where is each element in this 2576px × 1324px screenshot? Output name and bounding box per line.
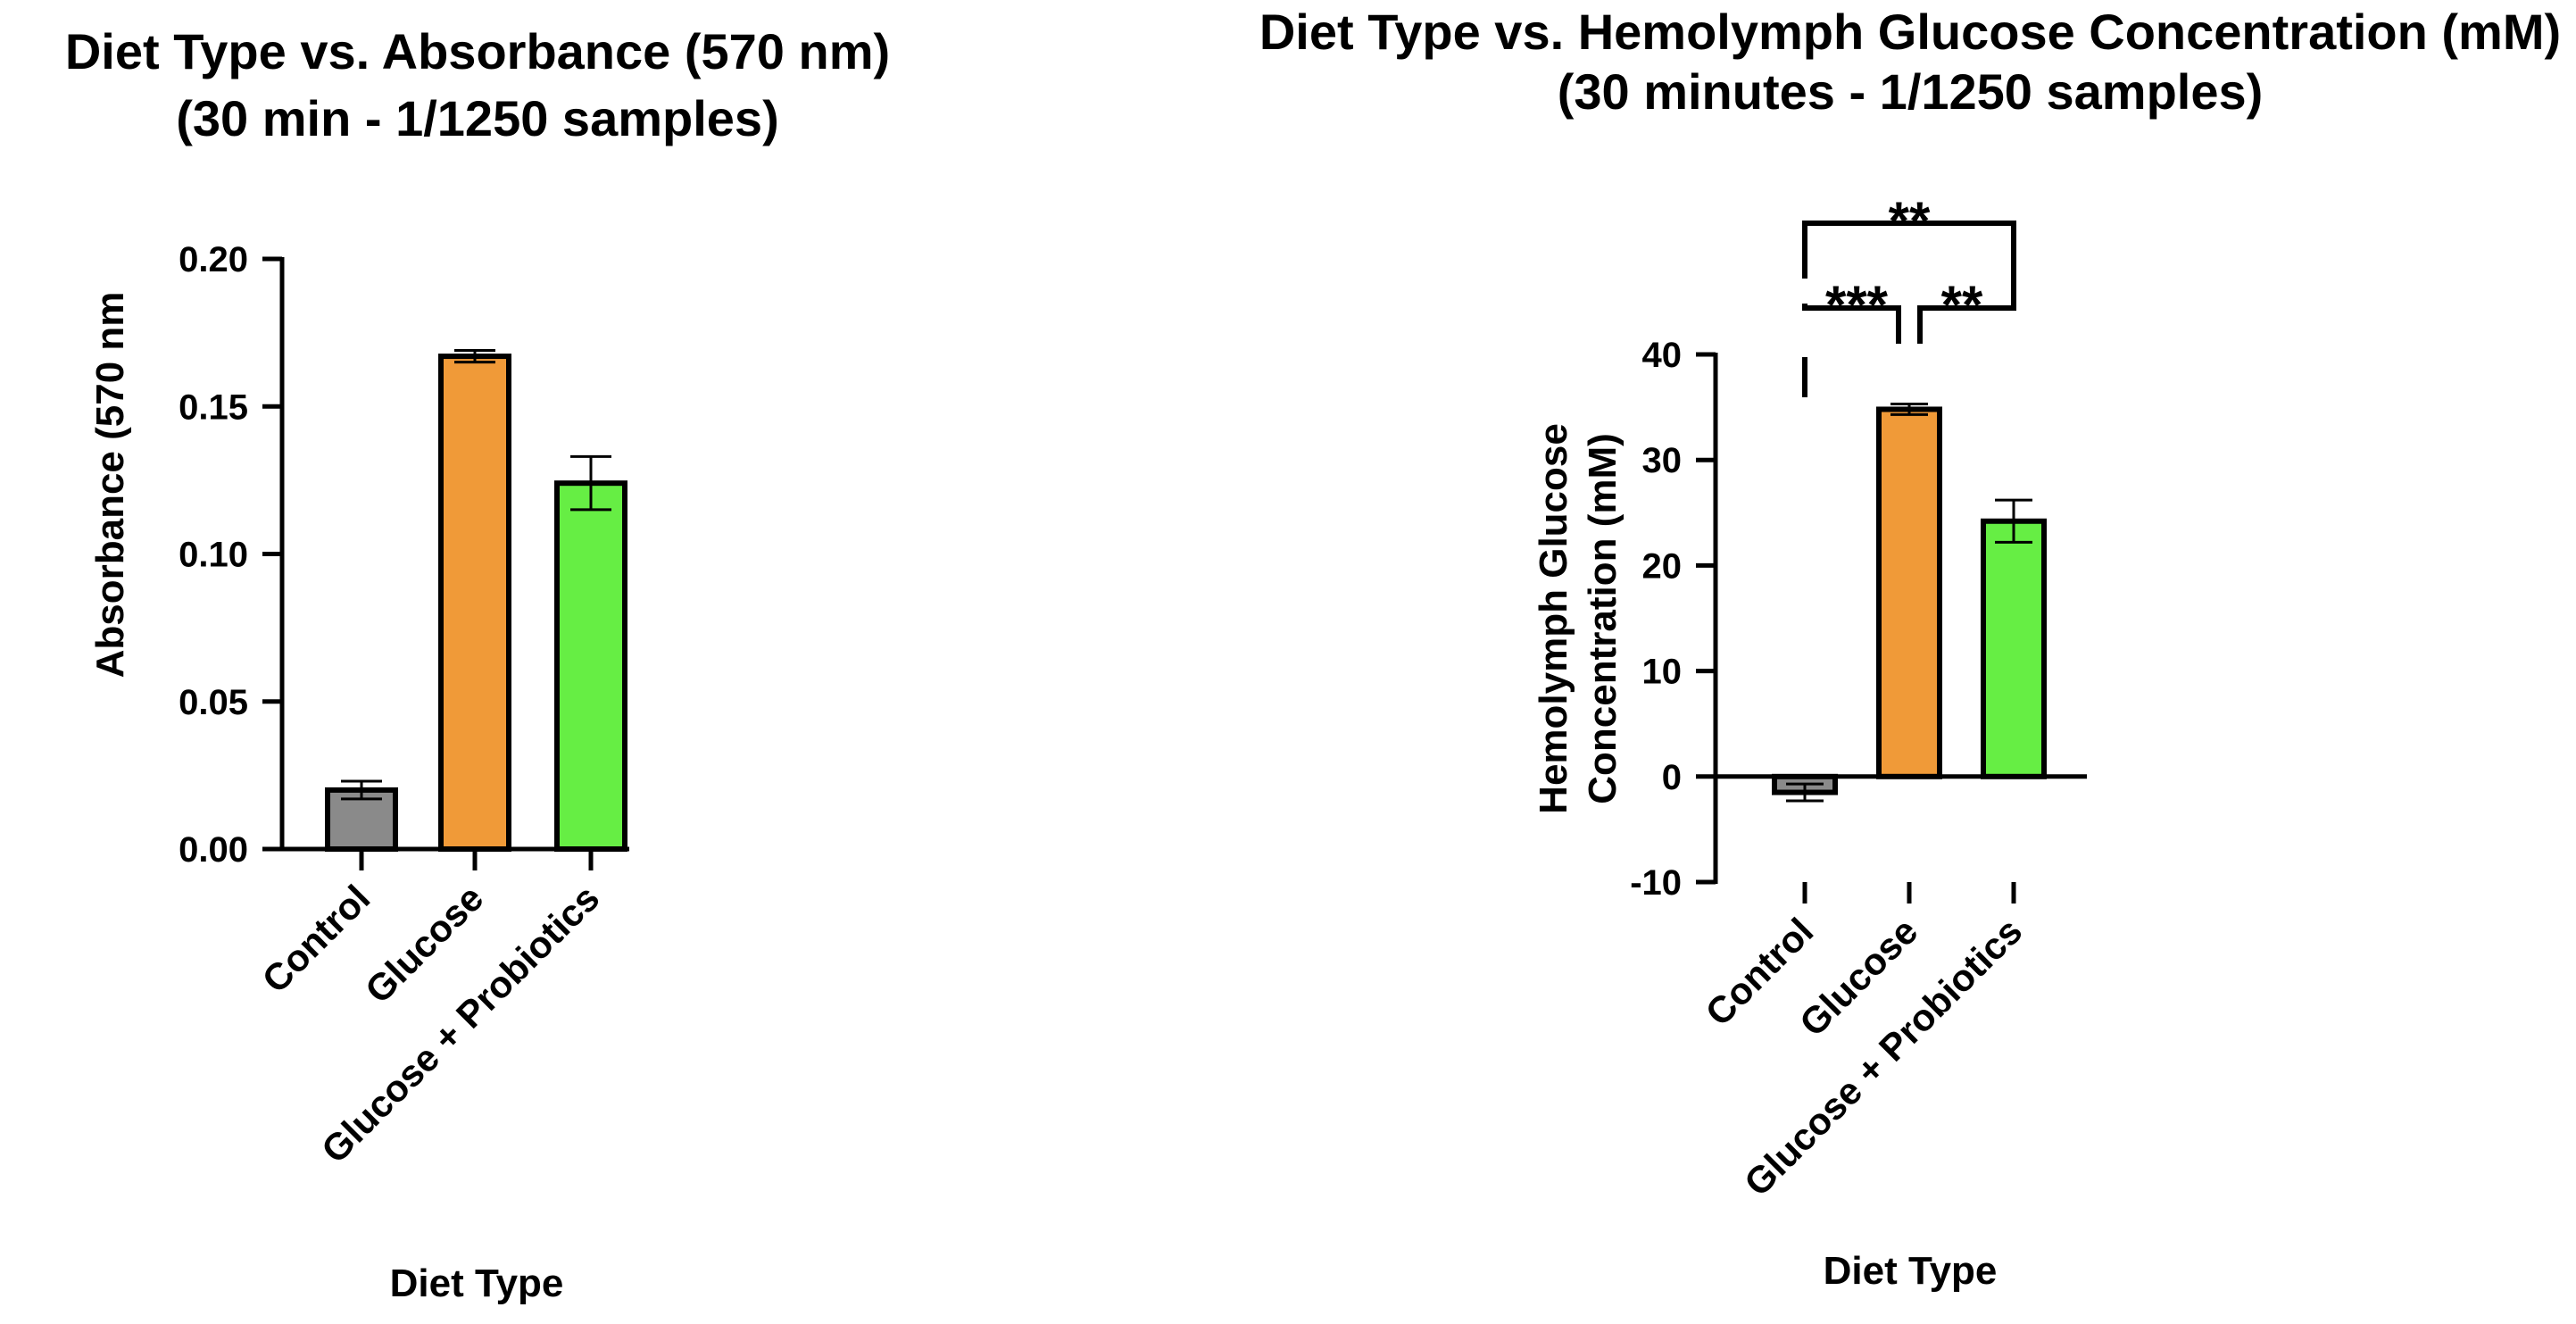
left-y-tick-label: 0.10 — [179, 536, 248, 575]
right-significance-bracket-2 — [1917, 279, 2016, 344]
right-chart-title-line2: (30 minutes - 1/1250 samples) — [1558, 63, 2264, 120]
right-chart-y-axis-title-line2: Concentration (mM) — [1581, 433, 1625, 804]
right-significance-label-0: ** — [1889, 191, 1931, 251]
right-chart-significance-brackets: ***** ** — [1802, 191, 2016, 397]
left-chart-title-line2: (30 min - 1/1250 samples) — [176, 90, 778, 146]
left-y-tick-label: 0.00 — [179, 830, 248, 870]
right-significance-bracket-1 — [1802, 304, 1901, 344]
left-bar-2 — [554, 480, 627, 852]
right-chart: Diet Type vs. Hemolymph Glucose Concentr… — [1259, 4, 2561, 1293]
right-y-tick-label: 30 — [1642, 441, 1683, 480]
left-chart-title-line1: Diet Type vs. Absorbance (570 nm) — [65, 23, 890, 79]
left-chart-y-ticks: 0.00 0.05 0.10 0.15 0.20 — [179, 240, 282, 870]
left-chart-y-axis-title: Absorbance (570 nm — [88, 292, 132, 679]
left-chart: Diet Type vs. Absorbance (570 nm) (30 mi… — [65, 23, 890, 1305]
right-y-tick-label: 20 — [1642, 546, 1683, 586]
left-bar-1 — [438, 354, 511, 852]
right-y-tick-label: 10 — [1642, 653, 1683, 692]
right-y-tick-label: 40 — [1642, 336, 1683, 375]
right-chart-y-ticks: -10 0 10 20 30 40 — [1630, 336, 1716, 903]
right-chart-title-line1: Diet Type vs. Hemolymph Glucose Concentr… — [1259, 4, 2561, 60]
right-bar-1 — [1876, 406, 1942, 779]
right-significance-bracket-0 — [1802, 221, 2016, 279]
left-chart-x-axis-title: Diet Type — [390, 1262, 564, 1305]
right-significance-label-2: ** — [1941, 275, 1983, 335]
right-chart-y-axis-title-line1: Hemolymph Glucose — [1532, 423, 1575, 814]
right-y-tick-label: 0 — [1662, 758, 1682, 797]
left-y-tick-label: 0.20 — [179, 240, 248, 279]
left-y-tick-label: 0.15 — [179, 387, 248, 427]
right-chart-x-axis-title: Diet Type — [1824, 1249, 1998, 1293]
left-y-tick-label: 0.05 — [179, 683, 248, 722]
right-significance-label-1: *** — [1825, 275, 1889, 335]
right-chart-axes — [1713, 353, 2087, 903]
right-chart-bars — [1772, 403, 2047, 803]
left-chart-axes — [279, 257, 629, 870]
right-bar-2 — [1981, 518, 2047, 779]
left-chart-bars — [325, 348, 627, 853]
right-y-tick-label: -10 — [1630, 863, 1682, 903]
